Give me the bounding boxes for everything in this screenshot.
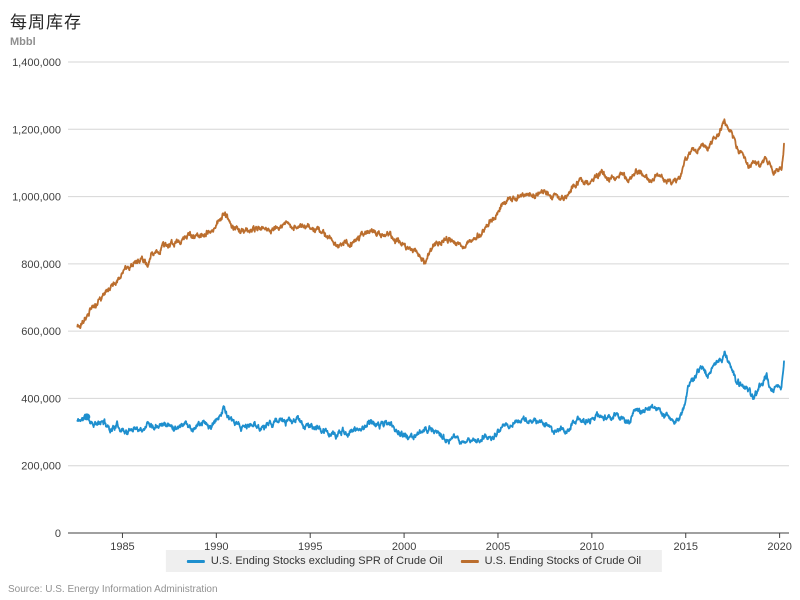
legend-swatch-excl-spr-icon bbox=[186, 559, 205, 563]
legend-swatch-total-icon bbox=[460, 559, 479, 563]
series-line-total[interactable] bbox=[76, 118, 785, 330]
y-tick-label: 1,000,000 bbox=[12, 192, 61, 204]
x-tick-label: 1990 bbox=[204, 541, 228, 552]
highlight-marker[interactable] bbox=[83, 413, 91, 421]
y-tick-label: 800,000 bbox=[21, 259, 61, 271]
legend-item-excl-spr[interactable]: U.S. Ending Stocks excluding SPR of Crud… bbox=[186, 555, 443, 567]
x-tick-label: 1995 bbox=[298, 541, 322, 552]
y-tick-label: 1,400,000 bbox=[12, 57, 61, 69]
legend-label-excl-spr: U.S. Ending Stocks excluding SPR of Crud… bbox=[210, 555, 443, 567]
x-tick-label: 2015 bbox=[673, 541, 697, 552]
y-tick-label: 1,200,000 bbox=[12, 124, 61, 136]
y-axis-unit-label: Mbbl bbox=[10, 36, 36, 48]
x-tick-label: 2010 bbox=[580, 541, 604, 552]
y-tick-label: 0 bbox=[55, 528, 61, 540]
y-tick-label: 400,000 bbox=[21, 393, 61, 405]
x-tick-label: 2000 bbox=[392, 541, 416, 552]
x-tick-label: 1985 bbox=[110, 541, 134, 552]
source-attribution: Source: U.S. Energy Information Administ… bbox=[8, 584, 218, 595]
y-tick-label: 200,000 bbox=[21, 461, 61, 473]
y-tick-label: 600,000 bbox=[21, 326, 61, 338]
legend-item-total[interactable]: U.S. Ending Stocks of Crude Oil bbox=[460, 555, 642, 567]
x-tick-label: 2020 bbox=[767, 541, 791, 552]
plot-area: 0 200,000 400,000 600,000 800,000 1,000,000 1,… bbox=[12, 57, 792, 552]
series-line-excl-spr[interactable] bbox=[76, 350, 785, 445]
x-tick-label: 2005 bbox=[486, 541, 510, 552]
legend: U.S. Ending Stocks excluding SPR of Crud… bbox=[165, 550, 663, 572]
legend-label-total: U.S. Ending Stocks of Crude Oil bbox=[484, 555, 642, 567]
chart-title: 每周库存 bbox=[10, 13, 82, 32]
